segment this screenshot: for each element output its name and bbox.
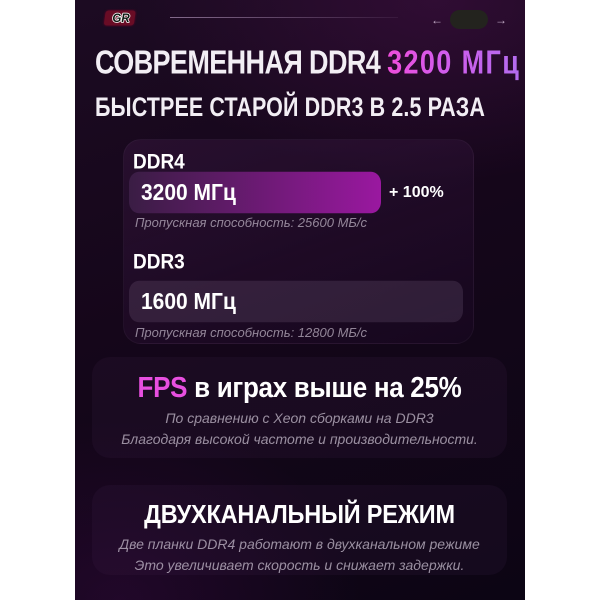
svg-text:GR: GR — [112, 13, 130, 25]
